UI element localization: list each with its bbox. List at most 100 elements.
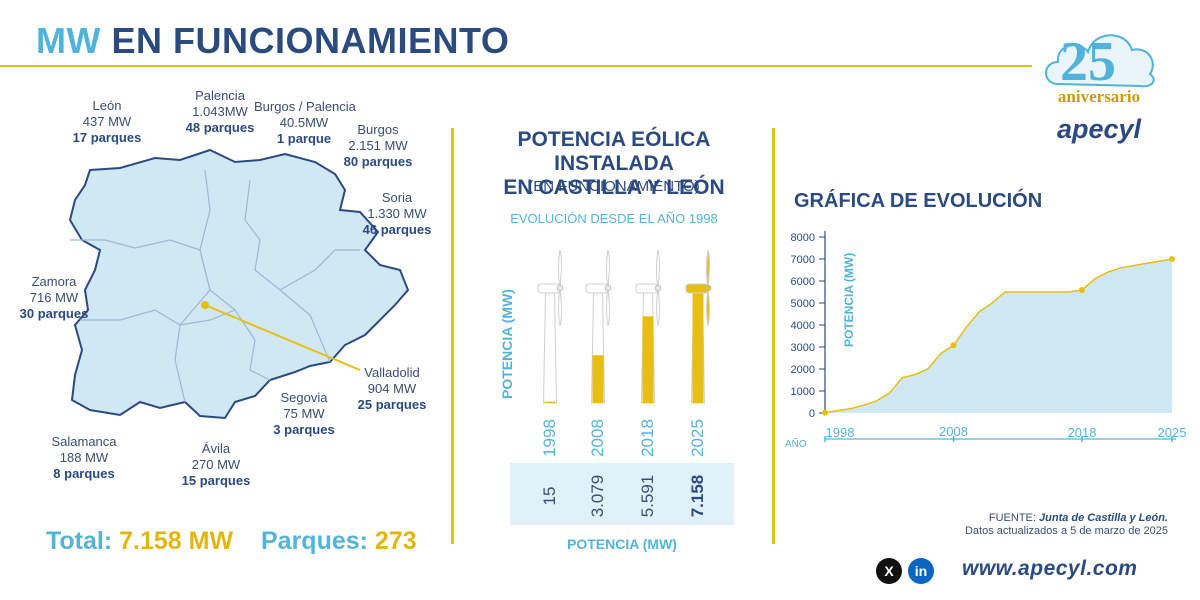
province-borders [70,169,360,403]
y-tick-label: 7000 [791,254,815,266]
totals: Total: 7.158 MW Parques: 273 [46,527,417,556]
divider-left [451,128,454,544]
x-axis-label: AÑO [785,437,807,450]
province-parques: 30 parques [19,306,89,321]
province-soria: Soria 1.330 MW 46 parques [356,190,438,238]
source-label: FUENTE: [988,512,1036,524]
x-icon-label: X [884,563,894,579]
province-mw: 437 MW [82,114,132,129]
province-name: Ávila [201,441,231,456]
value-label-2008: 3.079 [588,474,607,518]
province-salamanca: Salamanca 188 MW 8 parques [44,434,124,482]
turbine-blade [656,287,660,327]
turbine-bar-2008 [585,249,612,404]
province-name: Burgos [357,122,399,137]
province-mw: 40.5MW [279,115,329,130]
center-evolution: EVOLUCIÓN DESDE EL AÑO 1998 [510,211,718,226]
province-name: León [92,98,122,113]
province-name: Soria [381,190,413,205]
center-title: POTENCIA EÓLICA INSTALADA EN CASTILLA Y … [456,128,772,200]
title-rest: EN FUNCIONAMIENTO [111,20,510,61]
turbine-fill [544,401,556,403]
y-tick-label: 4000 [791,320,815,332]
value-label-1998: 15 [540,486,559,506]
source-value: Junta de Castilla y León. [1039,512,1168,524]
title-underline [0,65,1032,67]
province-name: Palencia [195,88,245,103]
divider-right [772,128,775,544]
turbine-fill [592,355,604,403]
turbine-blade [706,287,710,327]
turbine-chart [537,249,712,404]
evolution-area [825,259,1172,413]
source-note: FUENTE: Junta de Castilla y León. Datos … [900,512,1168,538]
province-mw: 75 MW [283,406,325,421]
year-label-2008: 2008 [588,419,607,457]
province-palencia: Palencia 1.043MW 48 parques [180,88,260,136]
linkedin-icon[interactable]: in [908,558,934,584]
cloud-icon [1045,34,1155,88]
map-outline [68,148,410,420]
turbine-fill [692,292,704,403]
turbine-tower [542,291,558,404]
center-title-line1: POTENCIA EÓLICA INSTALADA [517,128,711,175]
valladolid-leader-line [204,304,361,371]
province-mw: 904 MW [367,381,417,396]
website-link[interactable]: www.apecyl.com [962,557,1138,580]
province-mw: 716 MW [29,290,79,305]
turbine-blade [606,249,610,289]
province-burgos: Burgos 2.151 MW 80 parques [340,122,416,170]
x-tick-label: 1998 [826,425,855,440]
province-burgos-palencia: Burgos / Palencia 40.5MW 1 parque [254,99,356,147]
province-parques: 3 parques [273,422,335,437]
parques-label: Parques: [260,527,368,555]
y-tick-label: 8000 [791,232,815,244]
total-label: Total: [46,527,113,555]
y-tick-label: 1000 [791,386,815,398]
y-tick-label: 5000 [791,298,815,310]
province-parques: 80 parques [343,154,413,169]
evolution-point-2018 [1079,286,1086,293]
turbine-hub [604,284,612,292]
turbine-blade [606,287,610,327]
province-parques: 46 parques [362,222,432,237]
x-icon[interactable]: X [876,558,902,584]
province-parques: 17 parques [72,130,142,145]
province-mw: 2.151 MW [348,138,408,153]
province-avila: Ávila 270 MW 15 parques [178,441,254,489]
province-name: Salamanca [51,434,117,449]
x-tick-label: 2008 [939,424,968,439]
province-name: Segovia [280,390,328,405]
province-mw: 270 MW [191,457,241,472]
x-tick-label: 2025 [1158,425,1187,440]
page-title: MW EN FUNCIONAMIENTO [36,20,509,62]
y-tick-label: 3000 [791,342,815,354]
province-mw: 188 MW [59,450,109,465]
province-mw: 1.330 MW [367,206,427,221]
year-label-2025: 2025 [688,419,707,457]
value-label-2025: 7.158 [688,474,707,518]
province-zamora: Zamora 716 MW 30 parques [14,274,94,322]
logo-number: 25 [1060,31,1116,93]
evolution-chart: 0 1000 2000 3000 4000 5000 6000 7000 8000 POTENCI… [785,231,1187,450]
province-segovia: Segovia 75 MW 3 parques [266,390,342,438]
parques-value: 273 [374,527,417,555]
updated-note: Datos actualizados a 5 de marzo de 2025 [964,525,1168,537]
valladolid-marker [201,301,209,309]
evolution-line [824,258,1173,414]
province-parques: 15 parques [181,473,251,488]
center-subtitle: (EN FUNCIONAMIENTO) [528,178,700,195]
turbine-blade [558,249,562,289]
y-tick-label: 6000 [791,276,815,288]
evolution-point-2025 [1169,256,1175,262]
turbine-bar-2025 [685,249,712,404]
turbine-hub [704,284,712,292]
province-name: Valladolid [364,365,420,380]
linkedin-icon-label: in [914,563,928,579]
province-parques: 8 parques [53,466,115,481]
center-title-line2: EN CASTILLA Y LEÓN [503,176,725,199]
evolution-point-2008 [950,342,957,349]
turbine-blade [558,287,562,327]
turbine-chart-xlabel: POTENCIA (MW) [567,536,677,552]
province-parques: 1 parque [276,131,332,146]
